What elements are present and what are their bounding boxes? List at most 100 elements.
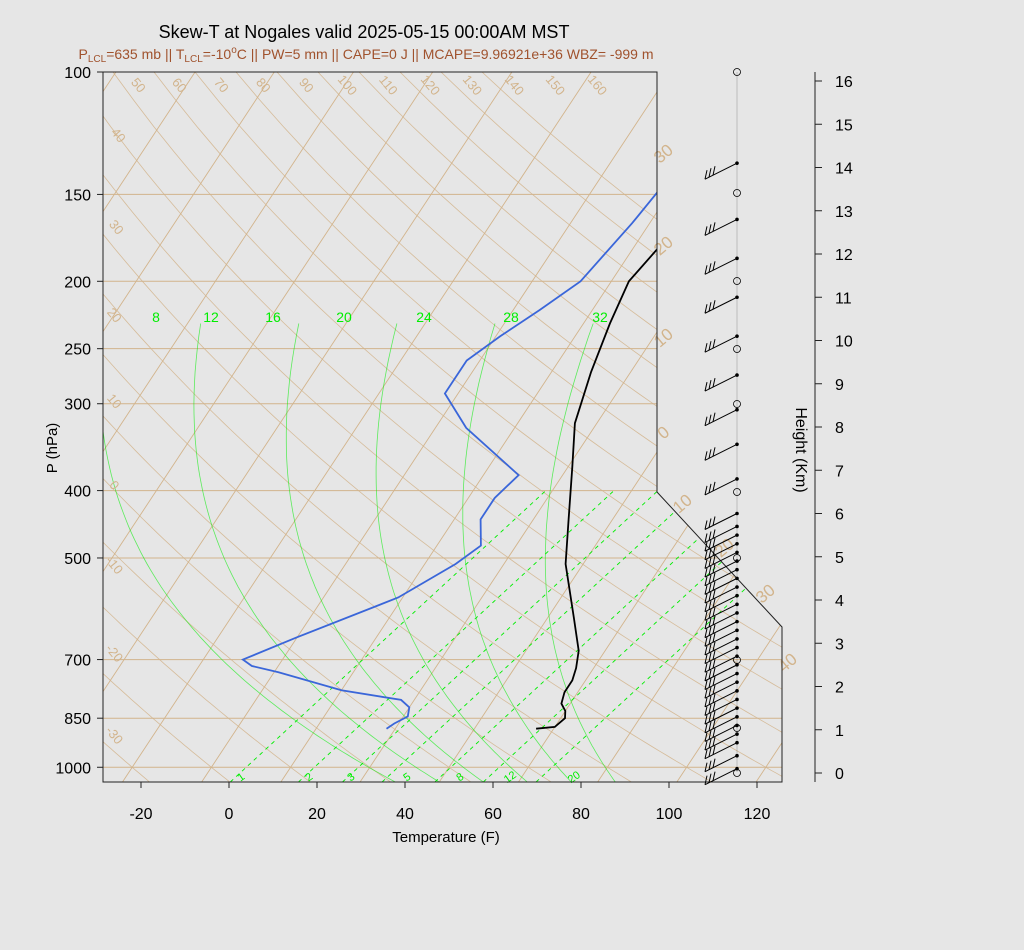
- moist-adiabat: [375, 323, 528, 782]
- barb-dot: [735, 407, 739, 412]
- wind-barb-flag: [704, 550, 708, 560]
- wind-barb: [704, 755, 738, 773]
- wind-barb: [704, 218, 738, 236]
- wind-barb-flag: [712, 641, 716, 652]
- mixing-ratio-label: 2: [303, 771, 315, 784]
- wind-barb-flag: [708, 678, 712, 688]
- wind-barb-flag: [708, 548, 712, 558]
- wind-barb-flag: [712, 447, 716, 457]
- wind-barb: [704, 257, 738, 275]
- barb-dot: [735, 373, 739, 377]
- barb-dot: [735, 697, 739, 702]
- moist-adiabat: [462, 323, 572, 782]
- wind-barb-flag: [704, 715, 708, 725]
- wind-barb-flag: [704, 585, 708, 595]
- wind-barb-flag: [704, 542, 708, 552]
- isotherm-line: [518, 72, 782, 782]
- barb-dot: [735, 680, 739, 684]
- wind-barb-flag: [712, 676, 716, 686]
- wind-barb: [704, 707, 738, 725]
- barb-calm-circle: [733, 68, 741, 76]
- dry-adiabat: [276, 72, 782, 782]
- x-tick-label: 0: [225, 806, 234, 823]
- wind-barb-flag: [708, 747, 712, 757]
- y-tick-label: 300: [64, 397, 91, 414]
- wind-barb-flag: [708, 721, 712, 731]
- height-tick-label: 16: [835, 74, 853, 91]
- wind-barb-flag: [708, 224, 712, 234]
- wind-barb-flag: [708, 341, 712, 351]
- wind-barb-flag: [708, 635, 712, 645]
- wind-barb-flag: [704, 265, 708, 275]
- dry-adiabat: [399, 72, 782, 782]
- wind-barb-flag: [712, 412, 716, 422]
- wind-barb: [704, 724, 738, 742]
- barb-dot: [735, 753, 739, 758]
- wind-barb-flag: [712, 300, 716, 310]
- moist-adiabat: [103, 323, 396, 782]
- wind-barb-flag: [712, 650, 716, 660]
- isotherm-line: [103, 72, 275, 782]
- wind-barb-flag: [708, 557, 712, 567]
- wind-barb-flag: [704, 226, 708, 236]
- barb-dot: [735, 602, 739, 607]
- inset-isotherm-label: 30: [752, 580, 779, 607]
- wind-barb: [704, 603, 738, 621]
- wind-barb-flag: [712, 546, 716, 556]
- temperature-line: [536, 248, 657, 730]
- barb-dot: [735, 628, 739, 633]
- isotherm-line: [0, 72, 37, 782]
- mixing-ratio-label: 1: [235, 771, 247, 784]
- wind-barb: [704, 699, 738, 716]
- x-tick-label: 40: [396, 806, 414, 823]
- mixing-ratio-label: 12: [203, 309, 219, 325]
- wind-barb-flag: [712, 607, 716, 617]
- height-tick-label: 5: [835, 550, 844, 567]
- mixing-ratio-label: 8: [152, 309, 160, 325]
- wind-barb-flag: [708, 695, 712, 705]
- wind-barb-flag: [708, 713, 712, 723]
- wind-barb-flag: [704, 485, 708, 496]
- wind-barb-flag: [708, 449, 712, 459]
- height-tick-label: 1: [835, 723, 844, 740]
- wind-barb: [704, 586, 738, 604]
- height-tick-label: 0: [835, 766, 844, 783]
- barb-dot: [735, 645, 739, 650]
- isotherm-label: 10: [104, 391, 125, 412]
- wind-barb-flag: [712, 745, 716, 755]
- wind-barb-flag: [708, 302, 712, 312]
- barb-dot: [735, 442, 739, 447]
- wind-barb-flag: [712, 589, 716, 600]
- wind-barb-flag: [704, 637, 708, 647]
- wind-barb-flag: [704, 628, 708, 638]
- mixing-ratio-label: 20: [566, 769, 583, 786]
- barb-dot: [735, 619, 739, 624]
- wind-barb-flag: [712, 719, 716, 729]
- isotherm-label: -30: [103, 723, 127, 747]
- wind-barb-flag: [708, 591, 712, 602]
- wind-barb-flag: [712, 685, 716, 695]
- isotherm-line: [122, 72, 592, 782]
- isotherm-line: [103, 72, 434, 782]
- wind-barb: [704, 296, 738, 314]
- wind-barb-flag: [708, 583, 712, 593]
- wind-barb: [704, 638, 738, 656]
- isotherm-label: 60: [169, 75, 190, 96]
- height-tick-label: 11: [835, 290, 852, 307]
- wind-barb-flag: [712, 633, 716, 643]
- mixing-ratio-label: 5: [401, 771, 413, 784]
- dry-adiabat: [235, 72, 782, 782]
- height-tick-label: 15: [835, 117, 853, 134]
- wind-barb: [704, 569, 738, 587]
- y-tick-label: 500: [64, 551, 91, 568]
- axes: -20 0 20 40 60 80 100 1201001502002503004005007…: [55, 65, 852, 823]
- wind-barb-flag: [712, 555, 716, 565]
- barb-calm-circle: [733, 724, 741, 732]
- wind-barb-flag: [708, 738, 712, 749]
- wind-barb-flag: [704, 343, 708, 353]
- wind-barb-flag: [704, 611, 708, 621]
- dry-adiabat: [358, 72, 782, 782]
- wind-barb-flag: [712, 261, 716, 271]
- wind-barb-flag: [712, 166, 716, 176]
